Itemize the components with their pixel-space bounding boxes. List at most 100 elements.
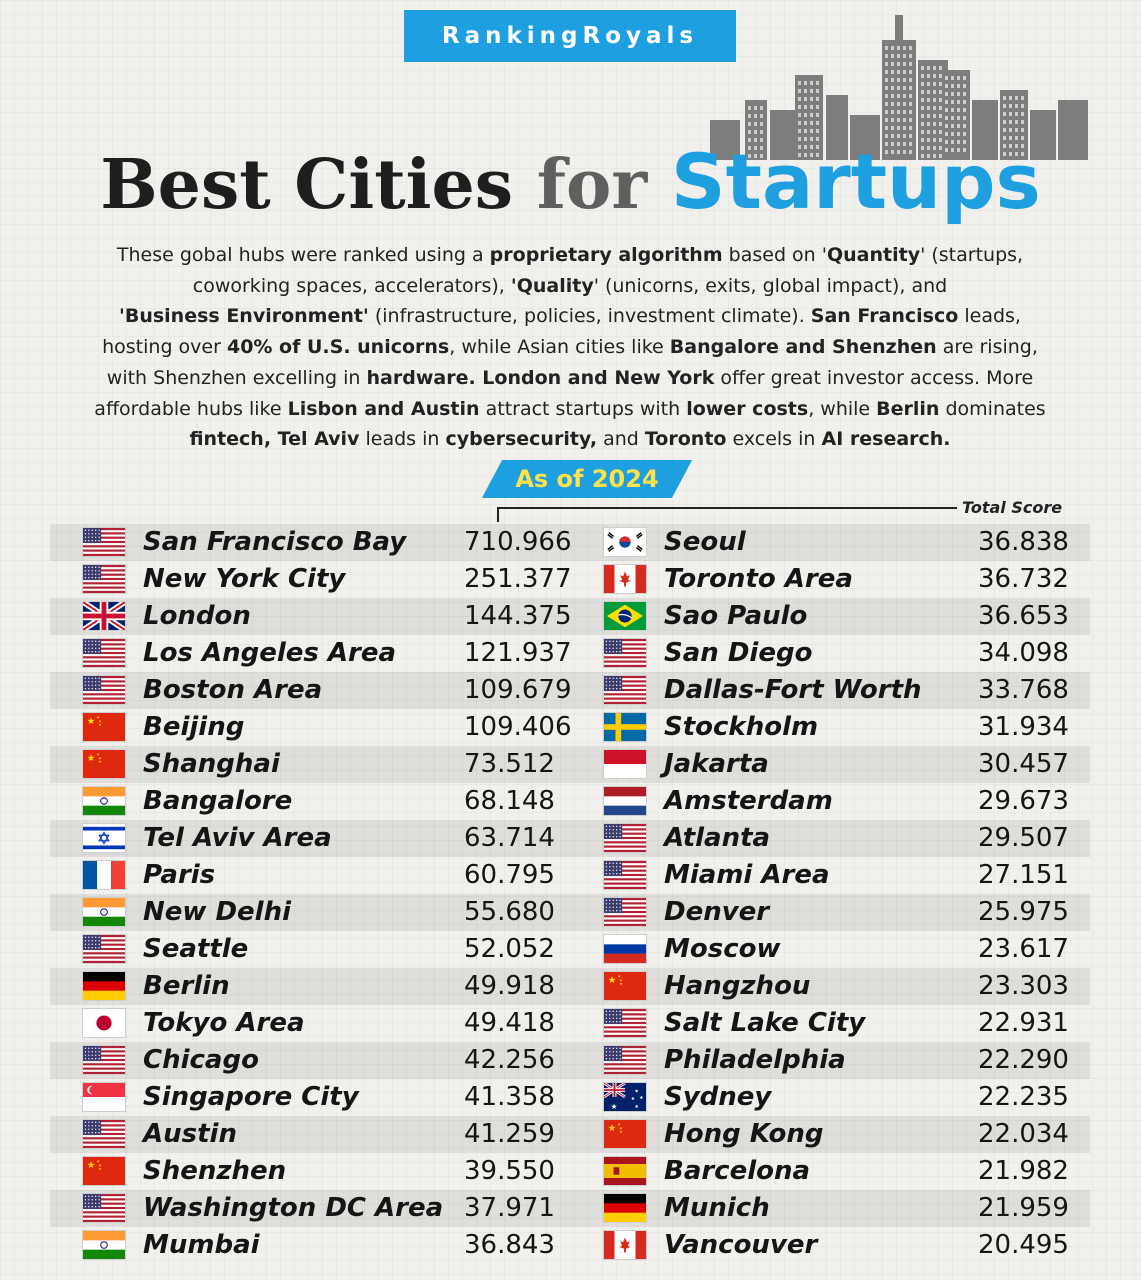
total-score: 36.838 [978, 527, 1069, 557]
total-score: 27.151 [978, 860, 1069, 890]
svg-text:★: ★ [619, 1126, 623, 1130]
svg-text:★: ★ [619, 1130, 623, 1134]
total-score: 55.680 [464, 897, 555, 927]
description-text: dominates [939, 397, 1046, 420]
flag-cn-icon: ★ ★ ★ ★ [82, 749, 126, 779]
total-score: 36.653 [978, 601, 1069, 631]
city-name: Beijing [143, 712, 245, 742]
description-line: affordable hubs like Lisbon and Austin a… [20, 394, 1120, 425]
city-name: Sydney [664, 1082, 772, 1112]
total-score: 34.098 [978, 638, 1069, 668]
total-score: 21.959 [978, 1193, 1069, 1223]
svg-text:★: ★ [87, 753, 96, 764]
table-row: Los Angeles Area 121.937 San Diego 34.098 [50, 635, 1090, 672]
total-score: 60.795 [464, 860, 555, 890]
flag-il-icon [82, 823, 126, 853]
description-text: leads, [958, 305, 1021, 328]
page-title: Best Cities for Startups [0, 132, 1141, 235]
flag-us-icon [603, 897, 647, 927]
total-score: 20.495 [978, 1230, 1069, 1260]
table-row: Bangalore 68.148 Amsterdam 29.673 [50, 783, 1090, 820]
total-score: 144.375 [464, 601, 572, 631]
svg-text:★: ★ [635, 1104, 639, 1110]
as-of-label: As of 2024 [515, 465, 659, 493]
total-score: 22.290 [978, 1045, 1069, 1075]
flag-de-icon [603, 1193, 647, 1223]
description-text: ' (unicorns, exits, global impact), and [593, 274, 948, 297]
title-part-2: for [536, 145, 648, 225]
table-row: Singapore City 41.358 ★ ★ ★ ★ ★ Sydney 22.2… [50, 1079, 1090, 1116]
svg-text:★: ★ [96, 753, 100, 757]
flag-us-icon [82, 638, 126, 668]
flag-fr-icon [82, 860, 126, 890]
city-name: Washington DC Area [143, 1193, 444, 1223]
total-score: 41.259 [464, 1119, 555, 1149]
total-score: 31.934 [978, 712, 1069, 742]
flag-us-icon [603, 638, 647, 668]
flag-nl-icon [603, 786, 647, 816]
description-text: , while Asian cities like [449, 336, 670, 359]
total-score: 36.732 [978, 564, 1069, 594]
total-score: 29.673 [978, 786, 1069, 816]
svg-text:★: ★ [617, 1123, 621, 1127]
city-name: Tokyo Area [143, 1008, 305, 1038]
city-name: Tel Aviv Area [143, 823, 332, 853]
total-score: 73.512 [464, 749, 555, 779]
city-name: Berlin [143, 971, 230, 1001]
flag-au-icon: ★ ★ ★ ★ ★ [603, 1082, 647, 1112]
description-text: affordable hubs like [94, 397, 288, 420]
flag-ca-icon [603, 1230, 647, 1260]
description-line: 'Business Environment' (infrastructure, … [20, 301, 1120, 332]
total-score: 22.034 [978, 1119, 1069, 1149]
description-text: and [597, 428, 645, 451]
table-row: New Delhi 55.680 Denver 25.975 [50, 894, 1090, 931]
title-part-1: Best Cities [100, 145, 514, 225]
description-line: These gobal hubs were ranked using a pro… [20, 240, 1120, 271]
city-name: Boston Area [143, 675, 323, 705]
city-name: New Delhi [143, 897, 292, 927]
flag-us-icon [82, 527, 126, 557]
city-name: Los Angeles Area [143, 638, 397, 668]
total-score: 37.971 [464, 1193, 555, 1223]
flag-in-icon [82, 897, 126, 927]
flag-kr-icon [603, 527, 647, 557]
score-header-line [497, 507, 957, 509]
title-part-3: Startups [670, 137, 1041, 226]
flag-br-icon [603, 601, 647, 631]
total-score: 251.377 [464, 564, 572, 594]
flag-ru-icon [603, 934, 647, 964]
score-header: Total Score [962, 498, 1063, 517]
flag-uk-icon [82, 601, 126, 631]
svg-text:★: ★ [635, 1088, 639, 1094]
table-row: Paris 60.795 Miami Area 27.151 [50, 857, 1090, 894]
table-row: ★ ★ ★ ★ Beijing 109.406 Stockholm 31.934 [50, 709, 1090, 746]
svg-text:★: ★ [87, 1160, 96, 1171]
description-text: leads in [359, 428, 446, 451]
table-row: Seattle 52.052 Moscow 23.617 [50, 931, 1090, 968]
description-bold-text: 40% of U.S. unicorns [226, 336, 450, 359]
table-row: Mumbai 36.843 Vancouver 20.495 [50, 1227, 1090, 1264]
brand-banner: RankingRoyals [404, 10, 736, 62]
table-row: ★ ★ ★ ★ Shanghai 73.512 Jakarta 30.457 [50, 746, 1090, 783]
flag-us-icon [603, 860, 647, 890]
svg-text:★: ★ [96, 1160, 100, 1164]
description-text: offer great investor access. More [714, 366, 1034, 389]
city-name: Sao Paulo [664, 601, 808, 631]
table-row: London 144.375 Sao Paulo 36.653 [50, 598, 1090, 635]
description-line: coworking spaces, accelerators), 'Qualit… [20, 271, 1120, 302]
city-name: Stockholm [664, 712, 819, 742]
svg-text:★: ★ [631, 1096, 635, 1102]
brand-name: RankingRoyals [441, 23, 699, 49]
total-score: 22.235 [978, 1082, 1069, 1112]
city-name: Moscow [664, 934, 781, 964]
description-text: (infrastructure, policies, investment cl… [368, 305, 811, 328]
description-text: excels in [726, 428, 822, 451]
description-line: with Shenzhen excelling in hardware. Lon… [20, 363, 1120, 394]
city-name: Barcelona [664, 1156, 811, 1186]
flag-us-icon [603, 1045, 647, 1075]
table-row: Washington DC Area 37.971 Munich 21.959 [50, 1190, 1090, 1227]
description-text: , while [808, 397, 877, 420]
total-score: 33.768 [978, 675, 1069, 705]
description-bold-text: Berlin [876, 397, 940, 420]
flag-se-icon [603, 712, 647, 742]
